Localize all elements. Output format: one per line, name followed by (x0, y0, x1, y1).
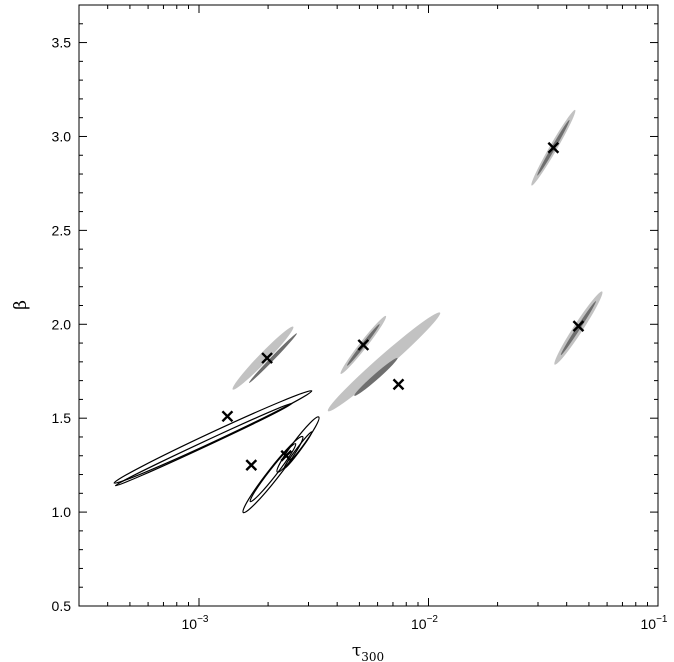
line-contours (113, 390, 320, 514)
x-tick-label-base: 10 (182, 616, 198, 632)
marker-3 (245, 459, 258, 471)
contour-line-6 (283, 431, 313, 470)
contour-line-2 (114, 402, 293, 487)
shaded-contours (232, 109, 603, 412)
x-tick-label-exponent: −2 (427, 614, 439, 625)
x-tick-label: 10−2 (411, 614, 438, 632)
contour-outer-2 (232, 326, 294, 390)
x-axis-ticks: 10−3 10−2 10−1 (78, 5, 668, 632)
x-axis-label: τ300 (352, 641, 384, 662)
y-axis-label: β (11, 300, 31, 310)
x-tick-label-base: 10 (641, 616, 657, 632)
marker-2 (261, 352, 273, 364)
contour-line-4 (249, 443, 297, 503)
x-axis-label-main: τ (352, 641, 361, 661)
contour-line-1 (113, 390, 313, 484)
y-tick-label: 0.5 (52, 598, 72, 614)
x-tick-label: 10−3 (182, 614, 209, 632)
marker-5 (357, 339, 370, 351)
contour-inner-2 (248, 333, 297, 383)
y-tick-label: 2.5 (52, 222, 72, 238)
contour-inner-1 (354, 357, 398, 396)
marker-1 (221, 410, 234, 423)
marker-7 (547, 141, 560, 154)
contour-line-5 (276, 416, 320, 473)
y-tick-label: 3.5 (52, 35, 72, 51)
contour-inner-5 (560, 301, 596, 356)
x-tick-label-exponent: −1 (656, 614, 668, 625)
best-fit-markers (221, 141, 585, 471)
contour-line-3 (242, 435, 304, 514)
marker-4 (280, 449, 293, 462)
contour-outer-1 (327, 312, 441, 412)
y-tick-label: 1.5 (52, 410, 72, 426)
x-tick-label: 10−1 (641, 614, 668, 632)
marker-6 (392, 378, 405, 391)
x-tick-label-base: 10 (411, 616, 427, 632)
y-tick-label: 2.0 (52, 316, 72, 332)
y-axis-ticks: 0.5 1.0 1.5 2.0 2.5 3.0 3.5 (52, 23, 658, 614)
x-tick-label-exponent: −3 (197, 614, 209, 625)
marker-8 (572, 320, 585, 333)
y-tick-label: 1.0 (52, 504, 72, 520)
y-tick-label: 3.0 (52, 128, 72, 144)
plot-frame (78, 4, 659, 607)
x-axis-label-subscript: 300 (361, 650, 384, 662)
